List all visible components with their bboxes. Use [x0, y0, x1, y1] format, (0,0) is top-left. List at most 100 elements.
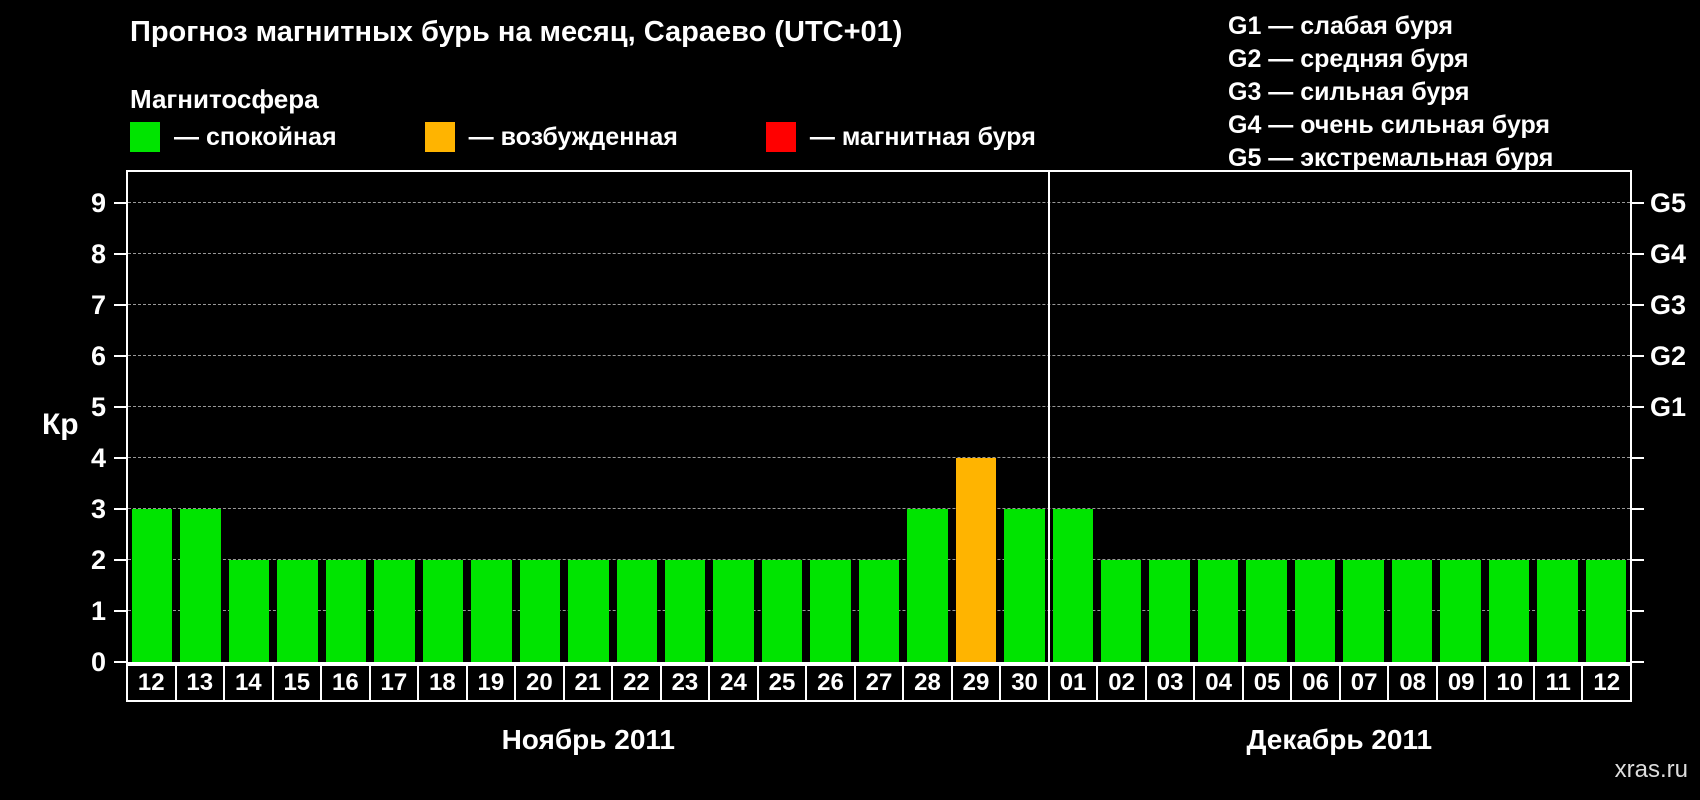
right-tick-label-G5: G5	[1650, 188, 1687, 218]
day-label-13-25: 25	[756, 664, 808, 702]
day-label-10-22: 22	[611, 664, 662, 702]
y-tick-label-7: 7	[90, 290, 106, 320]
day-label-24-06: 06	[1290, 664, 1341, 702]
day-label-14-26: 26	[805, 664, 856, 702]
y-tick-label-3: 3	[90, 494, 106, 524]
bar-22-day-04	[1197, 560, 1239, 662]
y-tick-mark-right-4	[1632, 457, 1644, 459]
bar-8-day-20	[519, 560, 561, 662]
y-tick-mark-left-9	[114, 202, 126, 204]
day-label-17-29: 29	[950, 664, 1002, 702]
day-label-23-05: 05	[1241, 664, 1293, 702]
y-tick-mark-left-7	[114, 304, 126, 306]
storm-scale-g4: G4 — очень сильная буря	[1228, 111, 1550, 139]
bar-1-day-13	[180, 509, 221, 662]
gridline-kp-3	[128, 508, 1630, 509]
bar-18-day-30	[1004, 509, 1045, 662]
day-label-7-19: 19	[465, 664, 517, 702]
right-tick-label-G4: G4	[1650, 239, 1687, 269]
watermark: xras.ru	[1614, 756, 1688, 783]
gridline-kp-5	[128, 406, 1630, 407]
y-tick-mark-left-4	[114, 457, 126, 459]
day-label-2-14: 14	[223, 664, 274, 702]
gridline-kp-7	[128, 304, 1630, 305]
y-tick-mark-left-6	[114, 355, 126, 357]
gridline-kp-4	[128, 457, 1630, 458]
y-tick-mark-right-7	[1632, 304, 1644, 306]
bar-28-day-10	[1488, 560, 1530, 662]
bar-4-day-16	[325, 560, 367, 662]
y-tick-label-2: 2	[90, 545, 106, 575]
bar-29-day-11	[1537, 560, 1578, 662]
right-tick-label-G1: G1	[1650, 392, 1687, 422]
y-tick-mark-right-0	[1632, 661, 1644, 663]
bar-17-day-29	[955, 458, 997, 662]
day-label-5-17: 17	[368, 664, 420, 702]
y-tick-mark-left-5	[114, 406, 126, 408]
bar-15-day-27	[858, 560, 900, 662]
bar-23-day-05	[1246, 560, 1287, 662]
legend-item-label: — спокойная	[174, 122, 337, 151]
day-label-18-30: 30	[999, 664, 1050, 702]
gridline-kp-2	[128, 559, 1630, 560]
day-label-0-12: 12	[126, 664, 177, 702]
bar-11-day-23	[664, 560, 706, 662]
day-label-9-21: 21	[562, 664, 614, 702]
bar-30-day-12	[1585, 560, 1626, 662]
bar-26-day-08	[1391, 560, 1433, 662]
y-tick-mark-left-0	[114, 661, 126, 663]
legend-item-quiet: — спокойная	[130, 122, 337, 152]
plot-area	[126, 170, 1632, 664]
y-tick-mark-left-3	[114, 508, 126, 510]
y-tick-mark-right-1	[1632, 610, 1644, 612]
day-label-11-23: 23	[659, 664, 711, 702]
y-axis-label: Кр	[42, 408, 79, 441]
y-tick-mark-right-5	[1632, 406, 1644, 408]
chart-title: Прогноз магнитных бурь на месяц, Сараево…	[130, 16, 903, 48]
bar-27-day-09	[1440, 560, 1481, 662]
day-label-26-08: 08	[1387, 664, 1438, 702]
day-label-28-10: 10	[1484, 664, 1535, 702]
day-label-29-11: 11	[1532, 664, 1584, 702]
bar-2-day-14	[228, 560, 270, 662]
quiet-color-swatch	[130, 122, 160, 152]
storm-scale-g5: G5 — экстремальная буря	[1228, 144, 1554, 172]
month-label-1: Ноябрь 2011	[501, 724, 675, 755]
y-tick-mark-right-3	[1632, 508, 1644, 510]
day-label-19-01: 01	[1047, 664, 1099, 702]
y-tick-label-8: 8	[90, 239, 106, 269]
y-tick-label-9: 9	[90, 188, 106, 218]
day-label-21-03: 03	[1144, 664, 1196, 702]
excited-color-swatch	[424, 122, 455, 152]
bar-5-day-17	[374, 560, 415, 662]
bar-19-day-01	[1052, 509, 1094, 662]
day-label-8-20: 20	[514, 664, 565, 702]
bar-10-day-22	[616, 560, 657, 662]
gridline-kp-6	[128, 355, 1630, 356]
bar-21-day-03	[1149, 560, 1190, 662]
y-tick-mark-right-6	[1632, 355, 1644, 357]
bar-24-day-06	[1294, 560, 1336, 662]
storm-scale-legend: G1 — слабая буря G2 — средняя буря G3 — си…	[1228, 10, 1553, 175]
day-label-22-04: 04	[1193, 664, 1244, 702]
y-tick-label-0: 0	[90, 647, 106, 677]
bar-9-day-21	[568, 560, 609, 662]
legend-item-label: — возбужденная	[468, 122, 678, 151]
day-label-4-16: 16	[320, 664, 371, 702]
storm-scale-g3: G3 — сильная буря	[1228, 78, 1470, 106]
y-tick-mark-right-2	[1632, 559, 1644, 561]
storm-scale-g2: G2 — средняя буря	[1228, 45, 1469, 73]
y-tick-mark-right-9	[1632, 202, 1644, 204]
bar-3-day-15	[277, 560, 318, 662]
legend-item-excited: — возбужденная	[424, 122, 678, 152]
gridline-kp-9	[128, 202, 1630, 203]
month-separator	[1047, 172, 1050, 662]
y-tick-label-1: 1	[90, 596, 106, 626]
day-label-12-24: 24	[708, 664, 759, 702]
storm-color-swatch	[765, 122, 796, 152]
day-label-27-09: 09	[1435, 664, 1487, 702]
bar-14-day-26	[810, 560, 851, 662]
bar-6-day-18	[422, 560, 464, 662]
y-tick-label-6: 6	[90, 341, 106, 371]
bar-7-day-19	[471, 560, 512, 662]
